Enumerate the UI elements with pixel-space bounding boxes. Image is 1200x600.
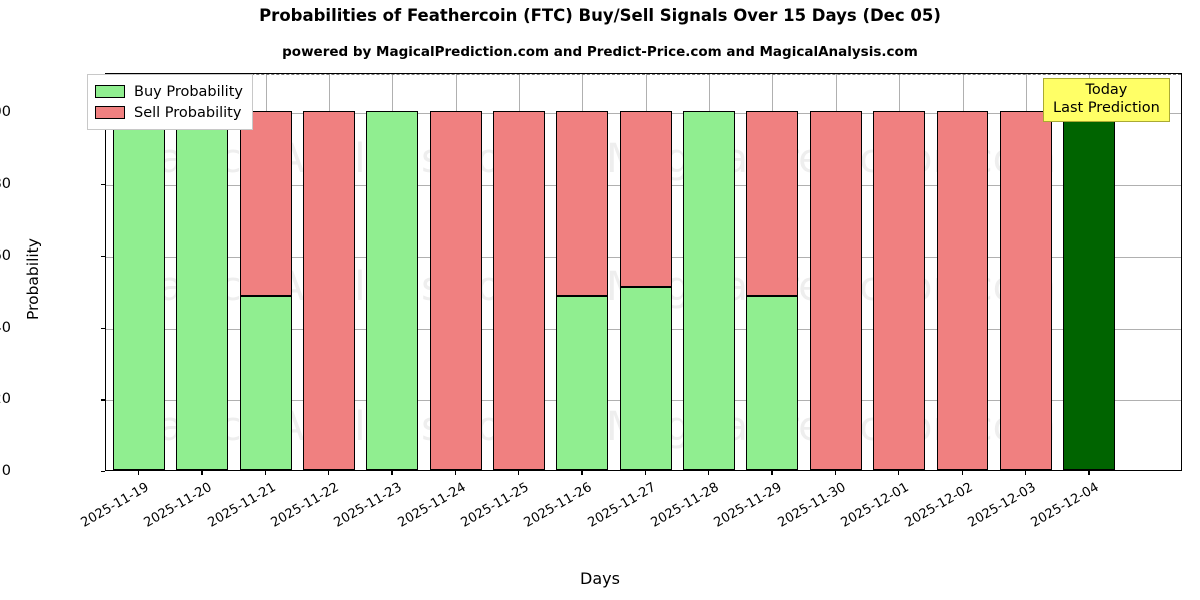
bar-group[interactable]	[1063, 72, 1116, 470]
legend-item[interactable]: Sell Probability	[95, 102, 243, 123]
x-tick-mark	[137, 471, 140, 475]
x-tick-mark	[264, 471, 266, 475]
y-tick-label: 0	[1, 463, 11, 479]
x-tick-mark	[328, 471, 330, 475]
y-tick-label: 60	[0, 247, 11, 264]
legend-label: Sell Probability	[134, 104, 242, 121]
y-tick-label: 100	[0, 104, 11, 121]
x-tick-mark	[581, 471, 583, 475]
legend-swatch	[95, 106, 125, 119]
bar-segment-sell[interactable]	[809, 111, 862, 470]
bar-group[interactable]	[683, 72, 736, 470]
y-tick-label: 40	[0, 319, 11, 336]
bar-group[interactable]	[809, 72, 862, 470]
x-tick-mark	[898, 471, 900, 475]
plot-area: MagicalAnalysis.comMagicalPrediction.com…	[105, 73, 1182, 471]
bar-segment-sell[interactable]	[303, 111, 355, 470]
y-tick-mark	[101, 327, 105, 329]
bar-group[interactable]	[112, 72, 165, 470]
x-tick-mark	[454, 471, 456, 475]
bar-segment-sell[interactable]	[429, 111, 482, 470]
x-tick-mark	[201, 471, 203, 475]
bar-segment-sell[interactable]	[746, 111, 799, 297]
chart-subtitle: powered by MagicalPrediction.com and Pre…	[282, 44, 918, 60]
bar-group[interactable]	[366, 72, 419, 470]
x-tick-mark	[518, 471, 520, 475]
bar-segment-sell[interactable]	[873, 111, 926, 470]
bar-group[interactable]	[936, 72, 989, 470]
bar-group[interactable]	[999, 72, 1052, 470]
y-tick-mark	[101, 399, 105, 401]
bar-group[interactable]	[303, 72, 355, 470]
bar-segment-buy[interactable]	[176, 111, 229, 470]
bar-segment-sell[interactable]	[556, 111, 609, 297]
bar-group[interactable]	[493, 72, 546, 470]
bar-segment-buy[interactable]	[619, 287, 672, 470]
bar-segment-buy[interactable]	[683, 111, 736, 470]
x-tick-mark	[834, 471, 837, 475]
legend-label: Buy Probability	[134, 83, 243, 100]
y-axis-label: Probability	[24, 238, 42, 320]
bar-segment-buy[interactable]	[239, 296, 292, 470]
y-tick-mark	[101, 255, 105, 258]
bar-segment-today[interactable]	[1063, 111, 1116, 470]
y-tick-mark	[101, 471, 105, 473]
bar-group[interactable]	[746, 72, 799, 470]
bar-segment-sell[interactable]	[936, 111, 989, 470]
bar-segment-sell[interactable]	[239, 111, 292, 297]
bar-group[interactable]	[239, 72, 292, 470]
page-title: Probabilities of Feathercoin (FTC) Buy/S…	[259, 6, 941, 25]
x-tick-mark	[391, 471, 393, 475]
bar-segment-sell[interactable]	[999, 111, 1052, 470]
last-prediction-label: Last Prediction	[1053, 99, 1160, 116]
x-tick-mark	[961, 471, 963, 475]
legend: Buy Probability Sell Probability	[87, 74, 253, 130]
bar-segment-sell[interactable]	[619, 111, 672, 288]
bar-group[interactable]	[873, 72, 926, 470]
bar-segment-buy[interactable]	[366, 111, 419, 470]
bar-group[interactable]	[619, 72, 672, 470]
bar-group[interactable]	[429, 72, 482, 470]
x-tick-mark	[1024, 471, 1027, 475]
y-tick-label: 80	[0, 176, 11, 193]
bar-group[interactable]	[176, 72, 229, 470]
legend-item[interactable]: Buy Probability	[95, 81, 243, 102]
x-tick-mark	[644, 471, 647, 475]
bar-segment-buy[interactable]	[556, 296, 609, 470]
bar-segment-sell[interactable]	[493, 111, 546, 470]
y-tick-label: 20	[0, 391, 11, 408]
y-tick-mark	[101, 184, 105, 186]
x-axis-label: Days	[580, 569, 620, 588]
bar-series-layer	[106, 74, 1181, 470]
bar-group[interactable]	[556, 72, 609, 470]
today-label: Today	[1085, 82, 1128, 98]
bar-segment-buy[interactable]	[112, 111, 165, 470]
x-tick-mark	[708, 471, 710, 475]
threshold-dashed-line	[106, 74, 1181, 75]
x-tick-mark	[771, 471, 773, 475]
x-tick-mark	[1088, 471, 1090, 475]
today-annotation: Today Last Prediction	[1043, 78, 1170, 123]
legend-swatch	[95, 85, 125, 98]
bar-segment-buy[interactable]	[746, 296, 799, 470]
